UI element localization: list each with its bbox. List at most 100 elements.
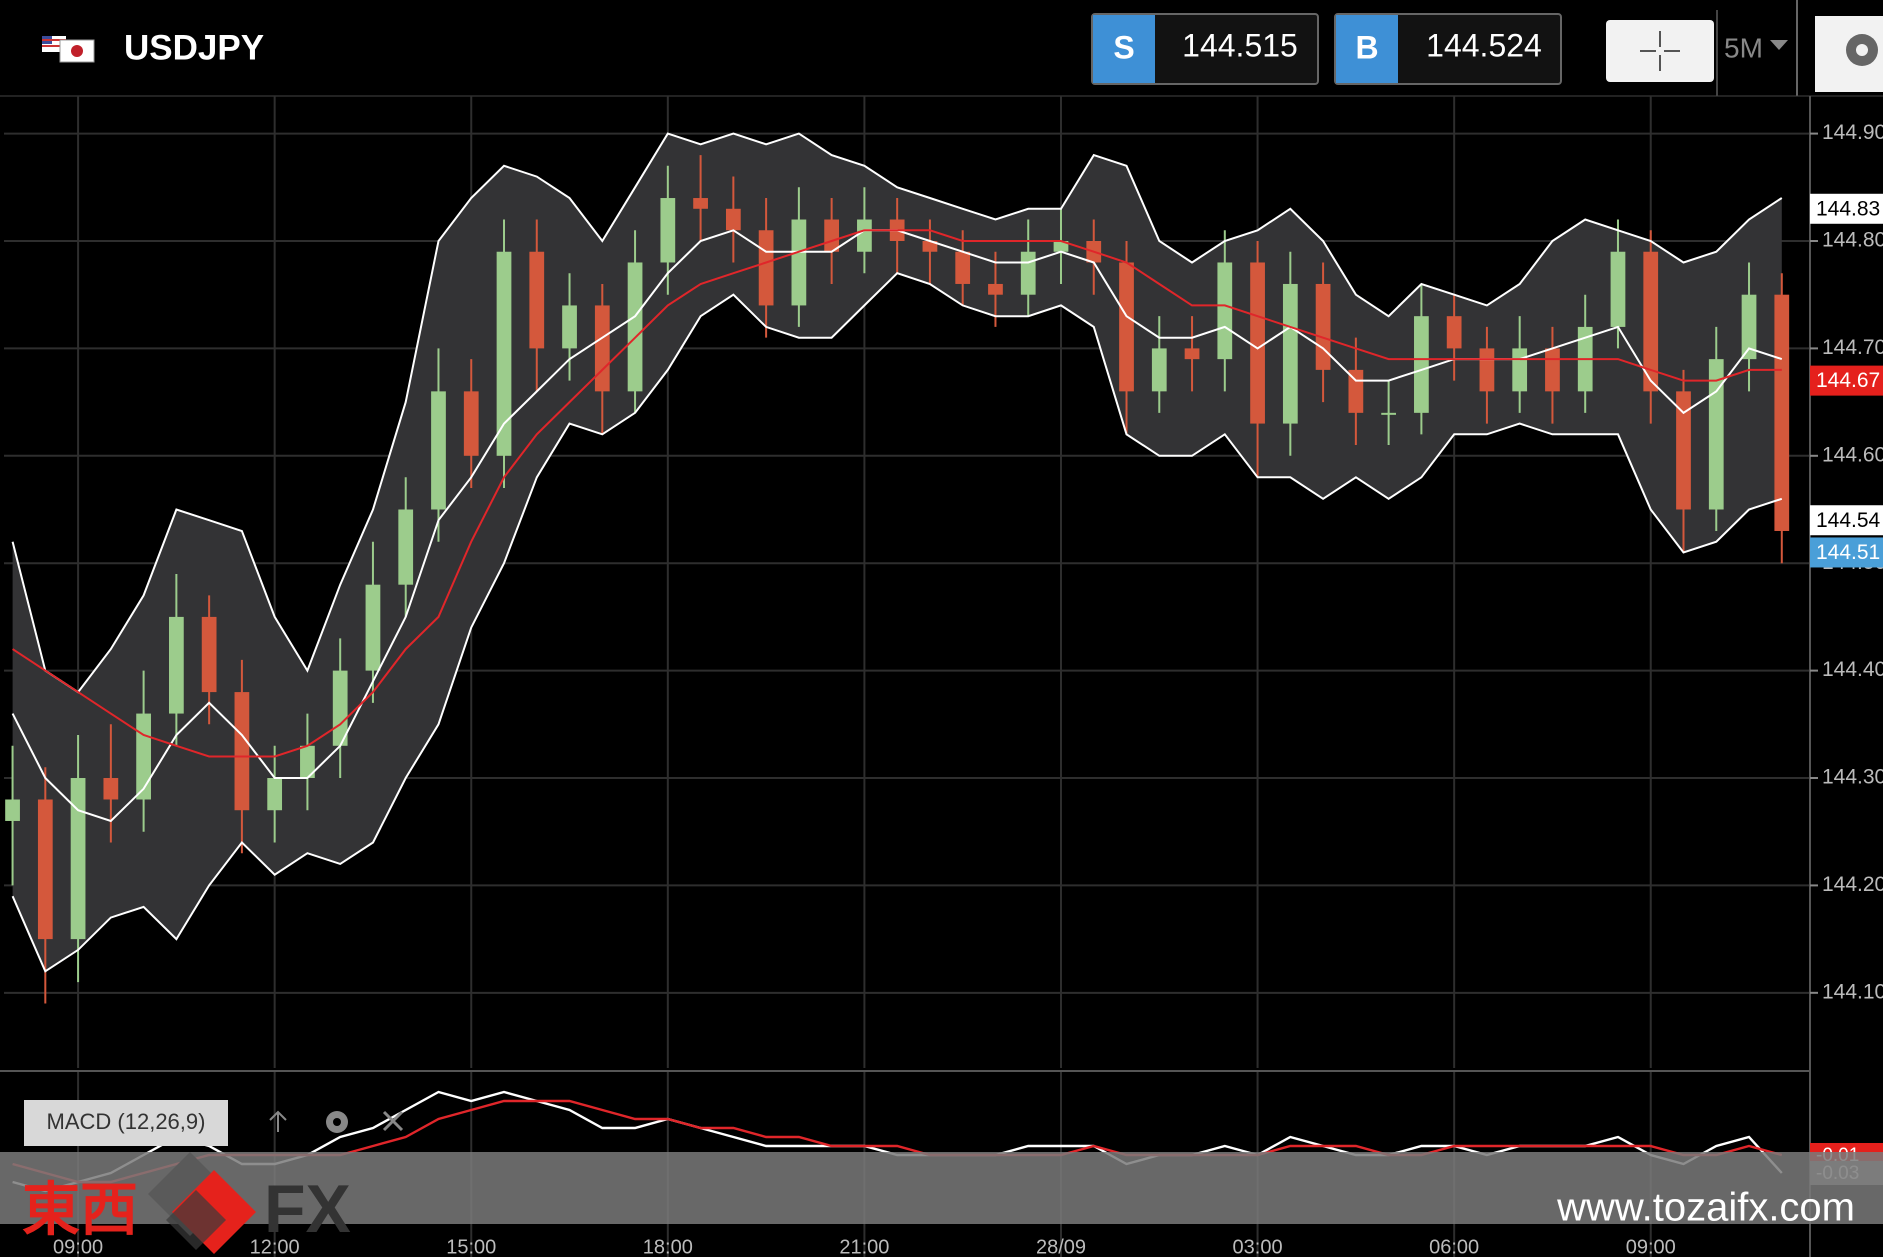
candle-body [1414, 316, 1429, 413]
candle-body [857, 219, 872, 252]
buy-button[interactable]: B 144.524 [1334, 13, 1562, 85]
candle-body [922, 240, 938, 252]
macd-title: MACD (12,26,9) [47, 1109, 206, 1134]
candle-body [431, 391, 446, 510]
time-axis: 09:00 12:00 15:00 18:00 21:00 28/09 03:00 06:00… [53, 1236, 1676, 1257]
buy-label: B [1355, 29, 1378, 65]
settings-button[interactable] [1815, 16, 1883, 92]
timeframe: 5M [1724, 32, 1763, 63]
price-tag-label: 144.67 [1816, 369, 1880, 392]
y-tick-label: 144.70 [1822, 336, 1883, 359]
candle-body [1512, 348, 1528, 392]
candle-body [594, 305, 610, 392]
x-tick-label: 18:00 [643, 1236, 693, 1257]
candle-body [136, 713, 151, 800]
sell-price: 144.515 [1182, 27, 1298, 63]
price-tag [1810, 193, 1883, 224]
x-tick-label: 21:00 [839, 1236, 889, 1257]
candle-body [496, 251, 512, 456]
y-tick-label: 144.30 [1822, 766, 1883, 789]
price-tag [1810, 537, 1883, 568]
candle-body [725, 208, 741, 231]
x-tick-label: 12:00 [250, 1236, 300, 1257]
candle-body [70, 778, 86, 940]
crosshair-button[interactable] [1606, 20, 1714, 82]
candle-body [1479, 348, 1495, 392]
candle-body [1119, 262, 1134, 392]
x-tick-label: 09:00 [53, 1236, 103, 1257]
candle-body [1446, 316, 1462, 349]
price-tag [1810, 365, 1883, 396]
candle-body [824, 219, 840, 252]
candle-body [1774, 294, 1790, 531]
watermark-band [0, 1152, 1883, 1224]
close-icon[interactable] [382, 1110, 404, 1132]
watermark-logo: 東西 FX www.tozaifx.com [22, 1152, 1855, 1254]
macd-title-box[interactable] [24, 1100, 228, 1146]
y-tick-label: 144.20 [1822, 873, 1883, 896]
timeframe-select[interactable]: 5M [1724, 32, 1788, 63]
macd-toolbar: MACD (12,26,9) [24, 1100, 404, 1146]
sell-label: S [1113, 29, 1134, 65]
candle-body [201, 616, 217, 693]
overlay-line [11, 272, 1783, 973]
candle-body [103, 778, 119, 800]
x-tick-label: 09:00 [1626, 1236, 1676, 1257]
candle-body [758, 230, 774, 306]
candle-body [1282, 283, 1298, 424]
candle-body [1315, 283, 1331, 370]
price-pane [4, 96, 1810, 1068]
candle-body [37, 799, 53, 940]
candle-body [398, 509, 414, 585]
flag-icon [42, 36, 95, 63]
price-tag [1810, 505, 1883, 536]
price-tag-label: 144.83 [1816, 197, 1880, 220]
overlay-line [11, 132, 1783, 694]
candle-body [693, 198, 708, 209]
candle-body [988, 283, 1003, 295]
candle-body [5, 799, 20, 821]
brand-cjk: 東西 [22, 1177, 138, 1242]
y-tick-label: 144.40 [1822, 658, 1883, 681]
x-tick-label: 03:00 [1233, 1236, 1283, 1257]
move-up-icon[interactable] [269, 1110, 287, 1132]
symbol: USDJPY [124, 28, 264, 67]
candle-body [1053, 240, 1069, 252]
candle-body [1708, 359, 1724, 510]
candle-body [1741, 294, 1757, 360]
y-tick-label: 144.80 [1822, 229, 1883, 252]
candle-body [562, 305, 577, 349]
candle-body [1020, 251, 1036, 295]
brand-url: www.tozaifx.com [1556, 1186, 1855, 1230]
candle-body [1545, 348, 1560, 392]
candle-body [529, 251, 545, 349]
candle-body [1381, 412, 1396, 415]
candle-body [1217, 262, 1233, 360]
candle-body [1250, 262, 1265, 424]
price-tag-label: 144.51 [1816, 541, 1880, 564]
candle-body [955, 251, 971, 284]
x-tick-label: 06:00 [1429, 1236, 1479, 1257]
candle-body [267, 778, 283, 811]
candle-body [791, 219, 807, 306]
candle-body [168, 616, 184, 714]
candle-body [1610, 251, 1626, 327]
candle-body [1676, 391, 1691, 510]
price-axis: 144.10144.20144.30144.40144.50144.60144.… [1809, 96, 1883, 1257]
price-tag-label: 144.54 [1816, 509, 1881, 532]
y-tick-label: 144.10 [1822, 980, 1883, 1003]
buy-price: 144.524 [1426, 27, 1542, 63]
candle-body [300, 745, 315, 779]
sell-button[interactable]: S 144.515 [1091, 13, 1319, 85]
y-tick-label: 144.90 [1822, 121, 1883, 144]
header: USDJPY S 144.515 B 144.524 5M [0, 0, 1883, 97]
candle-body [1643, 251, 1659, 392]
brand-fx: FX [264, 1171, 351, 1247]
candle-body [365, 584, 381, 671]
candle-body [1184, 348, 1200, 360]
x-tick-label: 15:00 [446, 1236, 496, 1257]
y-tick-label: 144.60 [1822, 443, 1883, 466]
candle-body [463, 391, 479, 456]
